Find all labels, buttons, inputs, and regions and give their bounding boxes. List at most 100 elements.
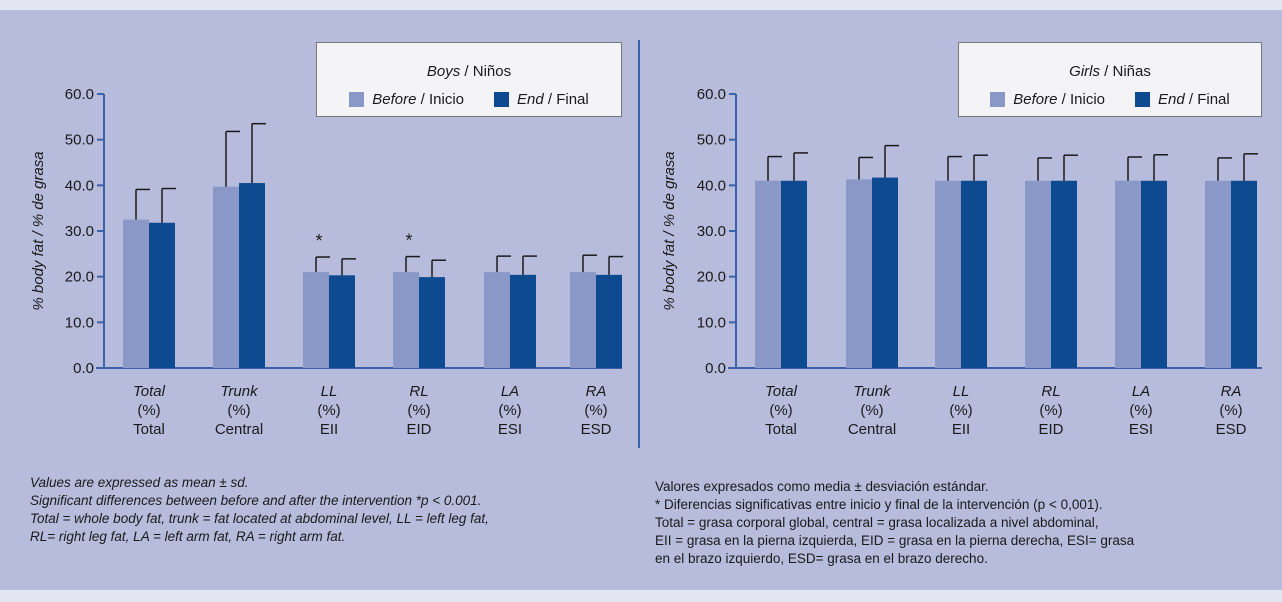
note-line: Total = whole body fat, trunk = fat loca… [30,511,489,526]
category-label: ESD [1216,421,1247,438]
y-tick-label: 30.0 [697,223,726,240]
category-label: RL [1041,383,1060,400]
category-label: (%) [137,402,160,419]
note-line: * Diferencias significativas entre inici… [655,497,1103,512]
before-swatch [990,92,1006,107]
bar-end [781,180,807,368]
note-line: Total = grasa corporal global, central =… [655,515,1099,530]
y-tick-label: 60.0 [697,86,726,103]
category-label: Central [848,421,896,438]
category-label: RA [586,383,607,400]
bar-end [329,275,355,368]
category-label: ESD [581,421,612,438]
bar-before [1205,180,1231,368]
legend-item-before: Before / Inicio [349,91,464,108]
y-tick-label: 50.0 [65,132,94,149]
category-label: (%) [949,402,972,419]
category-label: LA [501,383,519,400]
category-label: LA [1132,383,1150,400]
category-label: Central [215,421,263,438]
category-label: (%) [1219,402,1242,419]
y-axis-label: % body fat / % de grasa [661,151,678,310]
category-label: (%) [1039,402,1062,419]
bar-before [570,272,596,368]
category-label: ESI [1129,421,1153,438]
girls-legend-title: Girls / Niñas [1069,63,1151,80]
category-label: RL [409,383,428,400]
y-tick-label: 40.0 [697,177,726,194]
legend-item-end: End / Final [1135,91,1230,108]
category-label: Trunk [220,383,259,400]
bar-end [239,183,265,368]
legend-item-before: Before / Inicio [990,91,1105,108]
bottom-border-strip [0,590,1282,602]
category-label: (%) [407,402,430,419]
end-swatch [494,92,509,107]
category-label: RA [1221,383,1242,400]
note-line: EII = grasa en la pierna izquierda, EID … [655,533,1135,548]
bar-before [123,219,149,368]
category-label: Total [765,421,797,438]
bar-before [1025,180,1051,368]
note-line: Values are expressed as mean ± sd. [30,475,249,490]
category-label: EII [320,421,338,438]
category-label: (%) [584,402,607,419]
y-axis-label: % body fat / % de grasa [30,151,47,310]
y-tick-label: 0.0 [705,360,726,377]
bar-end [1051,180,1077,368]
significance-marker: * [405,231,412,251]
top-border-strip [0,0,1282,10]
y-tick-label: 30.0 [65,223,94,240]
y-tick-label: 0.0 [73,360,94,377]
category-label: (%) [498,402,521,419]
panel-divider [638,40,640,448]
bar-before [484,272,510,368]
bar-before [303,272,329,368]
bar-before [846,179,872,368]
y-tick-label: 20.0 [697,269,726,286]
note-line: Significant differences between before a… [30,493,482,508]
bar-before [755,180,781,368]
bar-before [1115,180,1141,368]
y-tick-label: 60.0 [65,86,94,103]
notes-spanish: Valores expresados como media ± desviaci… [655,478,1134,568]
category-label: LL [953,383,970,400]
category-label: (%) [227,402,250,419]
bar-end [510,274,536,368]
bar-before [935,180,961,368]
notes-english: Values are expressed as mean ± sd. Signi… [30,474,489,546]
end-swatch [1135,92,1150,107]
before-swatch [349,92,365,107]
y-tick-label: 20.0 [65,269,94,286]
bar-end [149,222,175,368]
bar-end [1141,180,1167,368]
y-tick-label: 10.0 [697,314,726,331]
bar-end [872,177,898,368]
category-label: ESI [498,421,522,438]
category-label: LL [321,383,338,400]
boys-legend: Boys / Niños Before / Inicio End / Final [316,42,622,117]
girls-legend: Girls / Niñas Before / Inicio End / Fina… [958,42,1262,117]
legend-item-end: End / Final [494,91,589,108]
category-label: Total [133,383,166,400]
category-label: (%) [1129,402,1152,419]
category-label: (%) [317,402,340,419]
category-label: Trunk [853,383,892,400]
bar-end [419,277,445,368]
category-label: (%) [769,402,792,419]
category-label: Total [765,383,798,400]
bar-end [961,180,987,368]
bar-end [1231,180,1257,368]
note-line: en el brazo izquierdo, ESD= grasa en el … [655,551,988,566]
note-line: RL= right leg fat, LA = left arm fat, RA… [30,529,346,544]
category-label: Total [133,421,165,438]
category-label: EID [1038,421,1063,438]
bar-end [596,274,622,368]
y-tick-label: 10.0 [65,314,94,331]
y-tick-label: 50.0 [697,132,726,149]
bar-before [393,272,419,368]
boys-legend-title: Boys / Niños [426,63,512,80]
note-line: Valores expresados como media ± desviaci… [655,479,989,494]
